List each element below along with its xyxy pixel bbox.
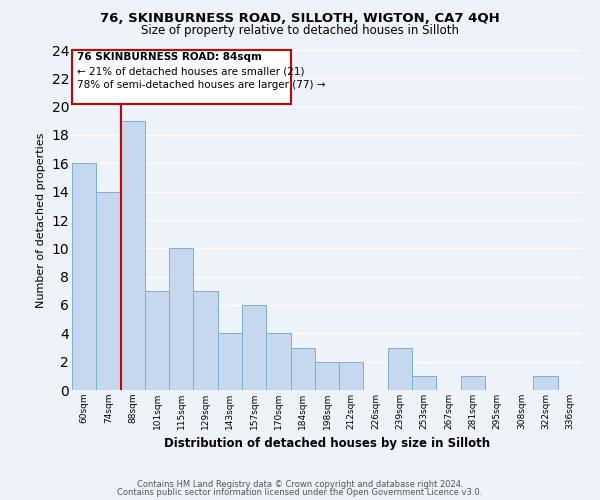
Bar bbox=[193, 291, 218, 390]
Text: 78% of semi-detached houses are larger (77) →: 78% of semi-detached houses are larger (… bbox=[77, 80, 325, 90]
Bar bbox=[169, 248, 193, 390]
Bar bbox=[121, 121, 145, 390]
Bar bbox=[339, 362, 364, 390]
Bar bbox=[96, 192, 121, 390]
Text: Contains public sector information licensed under the Open Government Licence v3: Contains public sector information licen… bbox=[118, 488, 482, 497]
Bar bbox=[412, 376, 436, 390]
FancyBboxPatch shape bbox=[72, 50, 290, 104]
Bar bbox=[290, 348, 315, 390]
Text: 76 SKINBURNESS ROAD: 84sqm: 76 SKINBURNESS ROAD: 84sqm bbox=[77, 52, 262, 62]
X-axis label: Distribution of detached houses by size in Silloth: Distribution of detached houses by size … bbox=[164, 438, 490, 450]
Bar bbox=[461, 376, 485, 390]
Bar bbox=[388, 348, 412, 390]
Text: 76, SKINBURNESS ROAD, SILLOTH, WIGTON, CA7 4QH: 76, SKINBURNESS ROAD, SILLOTH, WIGTON, C… bbox=[100, 12, 500, 26]
Bar bbox=[72, 164, 96, 390]
Y-axis label: Number of detached properties: Number of detached properties bbox=[36, 132, 46, 308]
Bar bbox=[533, 376, 558, 390]
Text: ← 21% of detached houses are smaller (21): ← 21% of detached houses are smaller (21… bbox=[77, 66, 304, 76]
Bar bbox=[266, 334, 290, 390]
Text: Size of property relative to detached houses in Silloth: Size of property relative to detached ho… bbox=[141, 24, 459, 37]
Bar bbox=[218, 334, 242, 390]
Bar bbox=[145, 291, 169, 390]
Bar bbox=[315, 362, 339, 390]
Bar bbox=[242, 305, 266, 390]
Text: Contains HM Land Registry data © Crown copyright and database right 2024.: Contains HM Land Registry data © Crown c… bbox=[137, 480, 463, 489]
